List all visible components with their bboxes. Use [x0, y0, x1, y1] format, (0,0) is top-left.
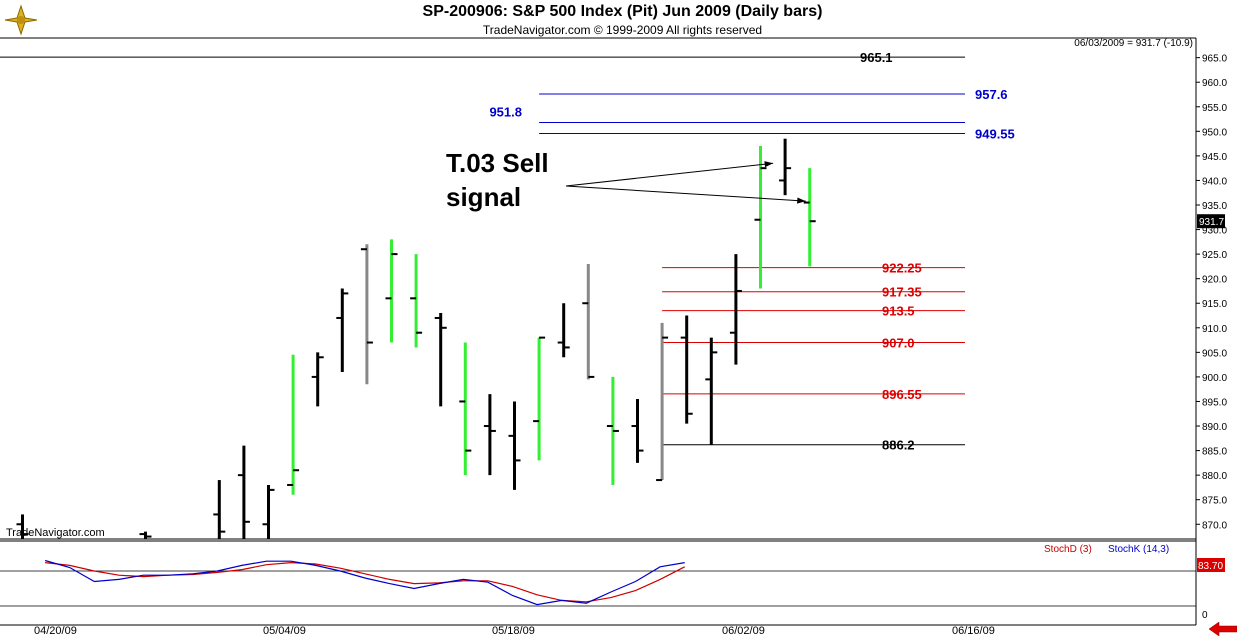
ohlc-bar [705, 337, 718, 445]
level-label: 965.1 [860, 50, 893, 65]
y-tick-label: 890.0 [1202, 422, 1227, 433]
y-tick-label: 950.0 [1202, 127, 1227, 138]
annotation-arrowhead [764, 161, 774, 168]
y-tick-label: 905.0 [1202, 348, 1227, 359]
level-label: 886.2 [882, 438, 915, 453]
y-tick-label: 940.0 [1202, 176, 1227, 187]
level-label: 917.35 [882, 285, 922, 300]
y-tick-label: 885.0 [1202, 447, 1227, 458]
level-label: 896.55 [882, 387, 922, 402]
annotation-line1: T.03 Sell [446, 148, 549, 178]
ohlc-bar [360, 244, 373, 385]
date-label: 04/20/09 [34, 625, 77, 637]
ohlc-bar [213, 480, 226, 539]
ohlc-bar [434, 313, 447, 407]
y-tick-label: 870.0 [1202, 520, 1227, 531]
chart-title: SP-200906: S&P 500 Index (Pit) Jun 2009 … [422, 3, 823, 20]
ohlc-bar [729, 254, 742, 365]
stochastic-panel: 83.70 0 [0, 558, 1225, 621]
level-label: 957.6 [975, 87, 1008, 102]
ohlc-bar [779, 138, 792, 196]
logo-icon [4, 4, 38, 36]
y-tick-label: 880.0 [1202, 471, 1227, 482]
ohlc-bar [606, 376, 619, 485]
date-label: 06/16/09 [952, 625, 995, 637]
date-label: 05/18/09 [492, 625, 535, 637]
level-label: 913.5 [882, 304, 915, 319]
stochk-label: StochK (14,3) [1108, 544, 1169, 555]
stoch-value-label: 83.70 [1198, 561, 1223, 572]
level-label: 949.55 [975, 127, 1015, 142]
last-price-label: 931.7 [1199, 217, 1224, 228]
level-label: 907.0 [882, 336, 915, 351]
ohlc-bar [803, 168, 816, 267]
ohlc-bar [680, 315, 693, 424]
ohlc-bar [262, 484, 275, 539]
y-tick-label: 925.0 [1202, 250, 1227, 261]
ohlc-bar [656, 322, 669, 482]
y-tick-label: 875.0 [1202, 496, 1227, 507]
last-price-marker [1197, 214, 1225, 229]
y-tick-label: 915.0 [1202, 299, 1227, 310]
y-tick-label: 965.0 [1202, 54, 1227, 65]
date-label: 06/02/09 [722, 625, 765, 637]
ohlc-bar [582, 263, 595, 380]
level-label: 922.25 [882, 261, 922, 276]
y-tick-label: 910.0 [1202, 324, 1227, 335]
ohlc-bar [237, 445, 250, 539]
ohlc-bar [533, 336, 546, 461]
y-tick-label: 930.0 [1202, 226, 1227, 237]
sell-signal-annotation: T.03 Sell signal [446, 148, 806, 212]
y-tick-label: 895.0 [1202, 397, 1227, 408]
ohlc-bar [631, 399, 644, 463]
y-tick-label: 920.0 [1202, 275, 1227, 286]
ohlc-bar [139, 531, 152, 539]
y-tick-label: 960.0 [1202, 78, 1227, 89]
y-tick-label: 945.0 [1202, 152, 1227, 163]
ohlc-bar [459, 342, 472, 476]
ohlc-bar [287, 354, 300, 495]
level-label: 951.8 [489, 104, 522, 119]
annotation-arrow [565, 185, 806, 202]
stochk-line [44, 559, 685, 606]
y-tick-label: 935.0 [1202, 201, 1227, 212]
price-levels: 965.1 957.6 951.8 949.55 922.25 917.35 913.5 90… [0, 50, 1015, 453]
y-tick-label: 900.0 [1202, 373, 1227, 384]
price-readout: 06/03/2009 = 931.7 (-10.9) [1074, 38, 1193, 49]
ohlc-bar [16, 514, 29, 539]
ohlc-bar [508, 401, 521, 490]
ohlc-bars [16, 138, 816, 539]
stochastic-legend: StochD (3) StochK (14,3) [1044, 544, 1169, 555]
date-label: 05/04/09 [263, 625, 306, 637]
annotation-arrow [565, 162, 774, 187]
chart-frame [0, 37, 1197, 626]
stochd-line [45, 561, 685, 603]
ohlc-bar [483, 394, 496, 476]
ohlc-bar [557, 303, 570, 358]
ohlc-bar [311, 352, 324, 407]
y-tick-label: 955.0 [1202, 103, 1227, 114]
watermark-text: TradeNavigator.com [6, 527, 105, 539]
ohlc-bar [754, 146, 767, 289]
price-axis: 870.0 875.0 880.0 885.0 890.0 895.0 900.0 905.0… [1196, 54, 1227, 531]
stochd-label: StochD (3) [1044, 544, 1092, 555]
stoch-value-marker [1197, 558, 1225, 572]
ohlc-bar [410, 254, 423, 348]
annotation-arrowhead [797, 197, 806, 204]
ohlc-bar [385, 239, 398, 343]
chart-subtitle: TradeNavigator.com © 1999-2009 All right… [482, 23, 763, 37]
scroll-left-arrow-icon[interactable] [1209, 622, 1237, 636]
ohlc-bar [336, 288, 349, 372]
annotation-line2: signal [446, 182, 521, 212]
stoch-zero-label: 0 [1202, 610, 1208, 621]
